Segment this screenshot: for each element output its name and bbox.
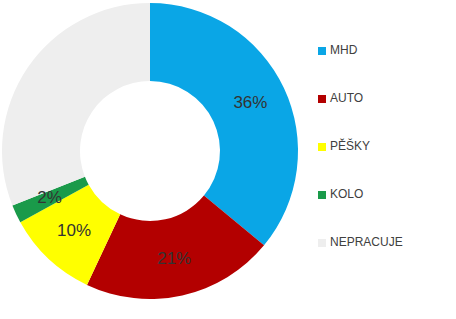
legend-label: KOLO xyxy=(330,187,363,201)
legend-swatch xyxy=(318,47,326,55)
chart: 36% 21% 10% 2% MHD AUTO PĚŠKY KOLO NEPRACUJE xyxy=(0,0,456,319)
data-label: 2% xyxy=(37,188,62,207)
legend-swatch xyxy=(318,143,326,151)
legend-swatch xyxy=(318,239,326,247)
legend-label: MHD xyxy=(330,43,358,57)
data-label: 21% xyxy=(157,249,191,268)
data-label: 10% xyxy=(57,221,91,240)
legend-label: AUTO xyxy=(330,91,363,105)
slice xyxy=(2,3,150,205)
slice xyxy=(150,3,298,245)
legend-swatch xyxy=(318,95,326,103)
legend: MHD AUTO PĚŠKY KOLO NEPRACUJE xyxy=(318,43,403,249)
data-label: 36% xyxy=(233,93,267,112)
legend-label: PĚŠKY xyxy=(330,138,370,153)
slices xyxy=(2,3,298,299)
data-labels: 36% 21% 10% 2% xyxy=(37,93,267,268)
legend-label: NEPRACUJE xyxy=(330,235,403,249)
legend-swatch xyxy=(318,191,326,199)
